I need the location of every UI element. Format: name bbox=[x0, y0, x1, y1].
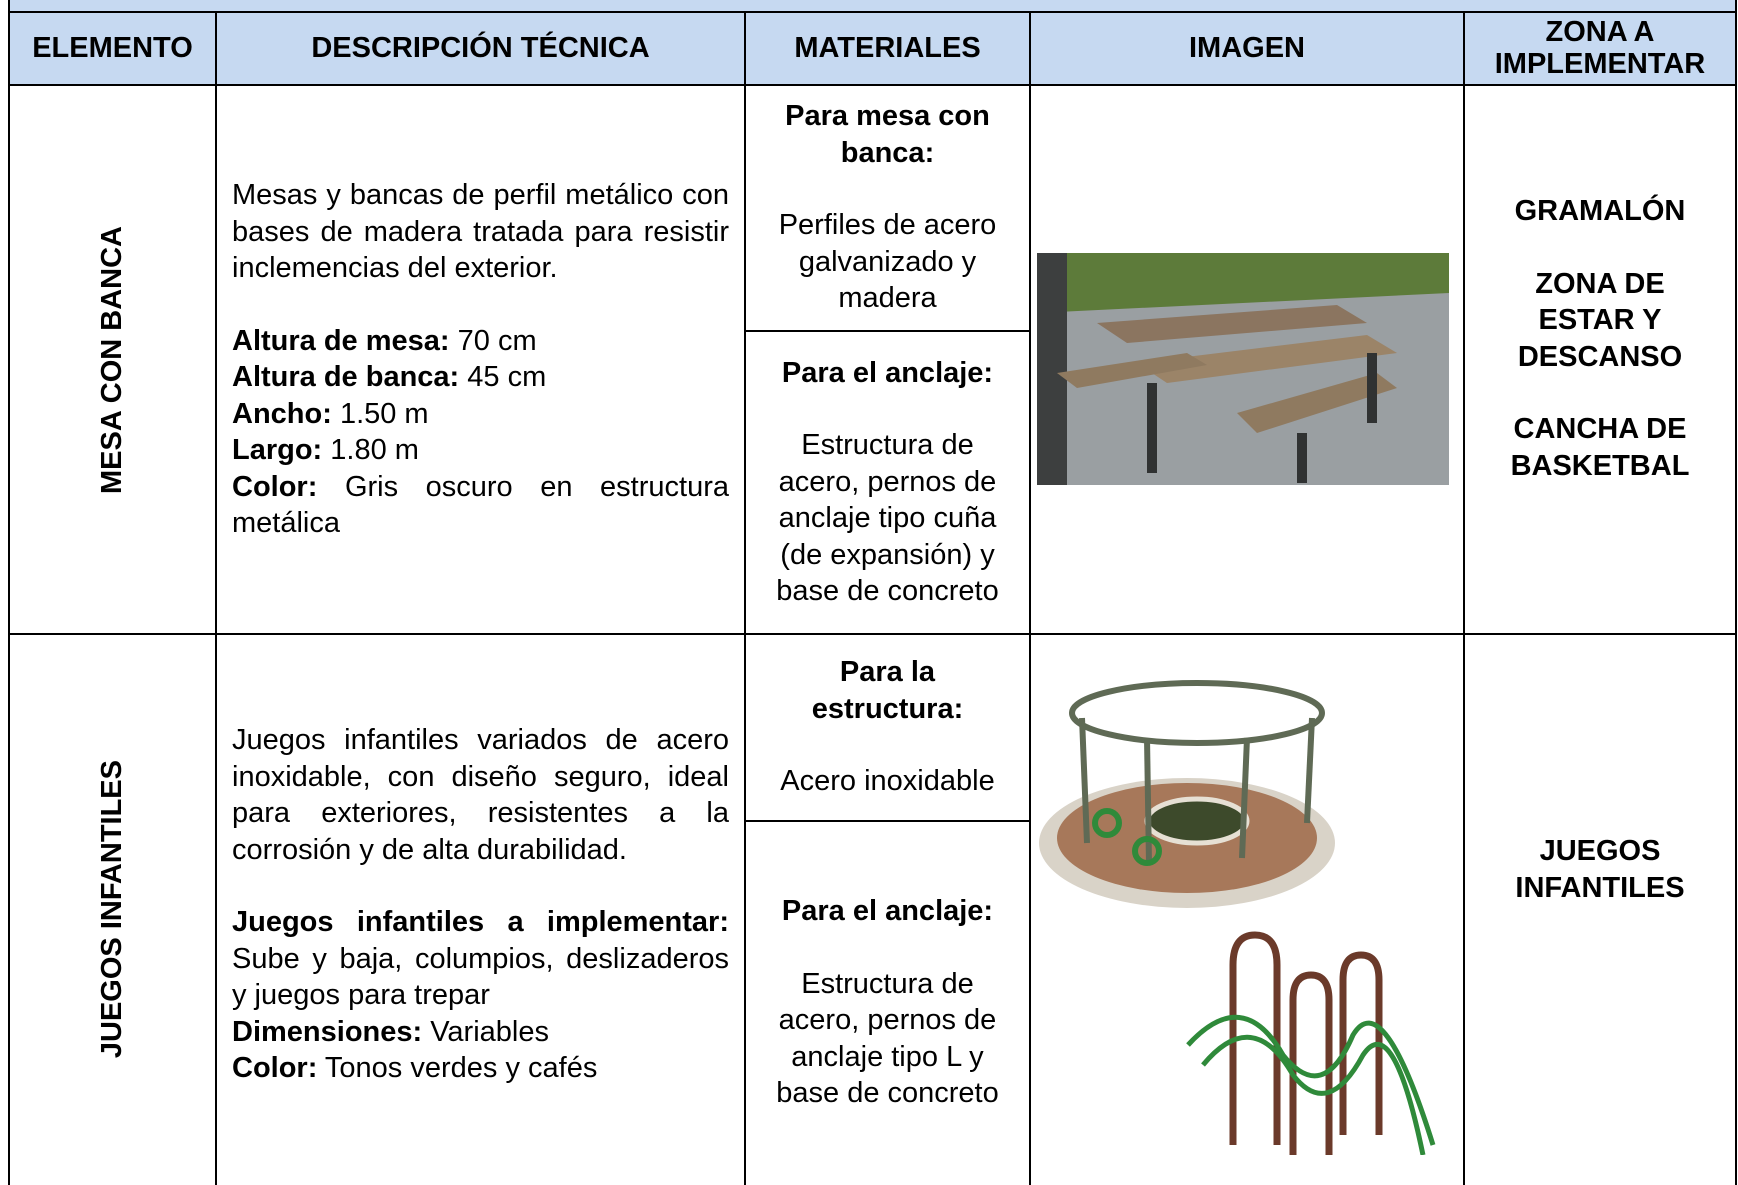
spec-label: Dimensiones: bbox=[232, 1015, 423, 1048]
border bbox=[744, 11, 746, 1185]
zone-cell: JUEGOS INFANTILES bbox=[1464, 634, 1736, 1185]
zone: CANCHA DE BASKETBAL bbox=[1510, 413, 1690, 482]
header-text: DESCRIPCIÓN TÉCNICA bbox=[311, 32, 650, 64]
zone-cell: GRAMALÓN ZONA DE ESTAR Y DESCANSO CANCHA… bbox=[1464, 85, 1736, 634]
spec-value: 1.50 m bbox=[339, 397, 429, 430]
header-cell: ZONA A IMPLEMENTAR bbox=[1464, 11, 1736, 85]
table-photo bbox=[1037, 253, 1449, 485]
header-cell: DESCRIPCIÓN TÉCNICA bbox=[216, 11, 745, 85]
header-text: IMAGEN bbox=[1189, 32, 1305, 64]
spec-value: Tonos verdes y cafés bbox=[324, 1052, 598, 1085]
spec-value: Gris oscuro en estructura metálica bbox=[232, 470, 729, 540]
spec-value: Variables bbox=[430, 1015, 549, 1048]
spec-label: Ancho: bbox=[232, 397, 332, 430]
header-text: ZONA A IMPLEMENTAR bbox=[1494, 16, 1706, 80]
materials-text: Estructura de acero, pernos de anclaje t… bbox=[776, 429, 999, 607]
border bbox=[1463, 11, 1465, 1185]
zone: JUEGOS INFANTILES bbox=[1515, 835, 1685, 904]
spec-label: Color: bbox=[232, 1052, 318, 1085]
header-text: ELEMENTO bbox=[32, 32, 193, 64]
spec: Dimensiones: Variables bbox=[232, 1014, 729, 1051]
spec-value: 70 cm bbox=[457, 324, 537, 357]
border bbox=[8, 0, 10, 1185]
zone: ZONA DE ESTAR Y DESCANSO bbox=[1517, 267, 1683, 373]
element-cell: JUEGOS INFANTILES bbox=[9, 634, 216, 1185]
border bbox=[1735, 0, 1737, 1185]
border bbox=[8, 633, 1737, 635]
materials-title: Para el anclaje: bbox=[781, 895, 994, 928]
element-cell: MESA CON BANCA bbox=[9, 85, 216, 634]
spec: Ancho: 1.50 m bbox=[232, 396, 729, 433]
materials-text: Perfiles de acero galvanizado y madera bbox=[778, 209, 997, 315]
spec: Altura de mesa: 70 cm bbox=[232, 323, 729, 360]
materials-cell: Para el anclaje: Estructura de acero, pe… bbox=[745, 330, 1030, 634]
spec: Juegos infantiles a implementar: Sube y … bbox=[232, 904, 729, 1014]
materials-text: Estructura de acero, pernos de anclaje t… bbox=[776, 967, 999, 1110]
border bbox=[745, 820, 1030, 822]
header-text: MATERIALES bbox=[794, 32, 981, 64]
spec-label: Largo: bbox=[232, 434, 323, 467]
materials-title: Para el anclaje: bbox=[781, 356, 994, 389]
description-intro: Mesas y bancas de perfil metálico con ba… bbox=[232, 179, 729, 285]
materials-cell: Para el anclaje: Estructura de acero, pe… bbox=[745, 820, 1030, 1185]
description-intro: Juegos infantiles variados de acero inox… bbox=[232, 724, 729, 866]
materials-text: Acero inoxidable bbox=[780, 765, 995, 798]
border bbox=[8, 84, 1737, 86]
element-text: JUEGOS INFANTILES bbox=[96, 760, 128, 1059]
header-cell: ELEMENTO bbox=[9, 11, 216, 85]
climber-image bbox=[1186, 931, 1436, 1155]
spec: Color: Tonos verdes y cafés bbox=[232, 1050, 729, 1087]
materials-title: Para la estructura: bbox=[811, 656, 964, 725]
spec-value: Sube y baja, columpios, deslizaderos y j… bbox=[232, 942, 729, 1012]
spec: Altura de banca: 45 cm bbox=[232, 359, 729, 396]
element-text: MESA CON BANCA bbox=[96, 225, 128, 494]
border bbox=[745, 330, 1030, 332]
description-cell: Juegos infantiles variados de acero inox… bbox=[216, 634, 745, 1185]
materials-cell: Para la estructura: Acero inoxidable bbox=[745, 634, 1030, 820]
border bbox=[215, 11, 217, 1185]
header-cell: MATERIALES bbox=[745, 11, 1030, 85]
spec: Largo: 1.80 m bbox=[232, 432, 729, 469]
header-cell: IMAGEN bbox=[1030, 11, 1464, 85]
materials-cell: Para mesa con banca: Perfiles de acero g… bbox=[745, 85, 1030, 330]
spec-label: Altura de mesa: bbox=[232, 324, 450, 357]
zone: GRAMALÓN bbox=[1514, 195, 1686, 227]
spec-label: Juegos infantiles a implementar: bbox=[232, 906, 729, 939]
spec-label: Color: bbox=[232, 470, 318, 503]
border bbox=[1029, 11, 1031, 1185]
border bbox=[8, 11, 1737, 13]
spec: Color: Gris oscuro en estructura metálic… bbox=[232, 469, 729, 542]
playground-image bbox=[1039, 680, 1335, 908]
spec-label: Altura de banca: bbox=[232, 361, 460, 394]
materials-title: Para mesa con banca: bbox=[785, 100, 990, 169]
top-strip bbox=[9, 0, 1736, 12]
spec-value: 45 cm bbox=[467, 361, 547, 394]
description-cell: Mesas y bancas de perfil metálico con ba… bbox=[216, 85, 745, 634]
spec-value: 1.80 m bbox=[330, 434, 419, 467]
